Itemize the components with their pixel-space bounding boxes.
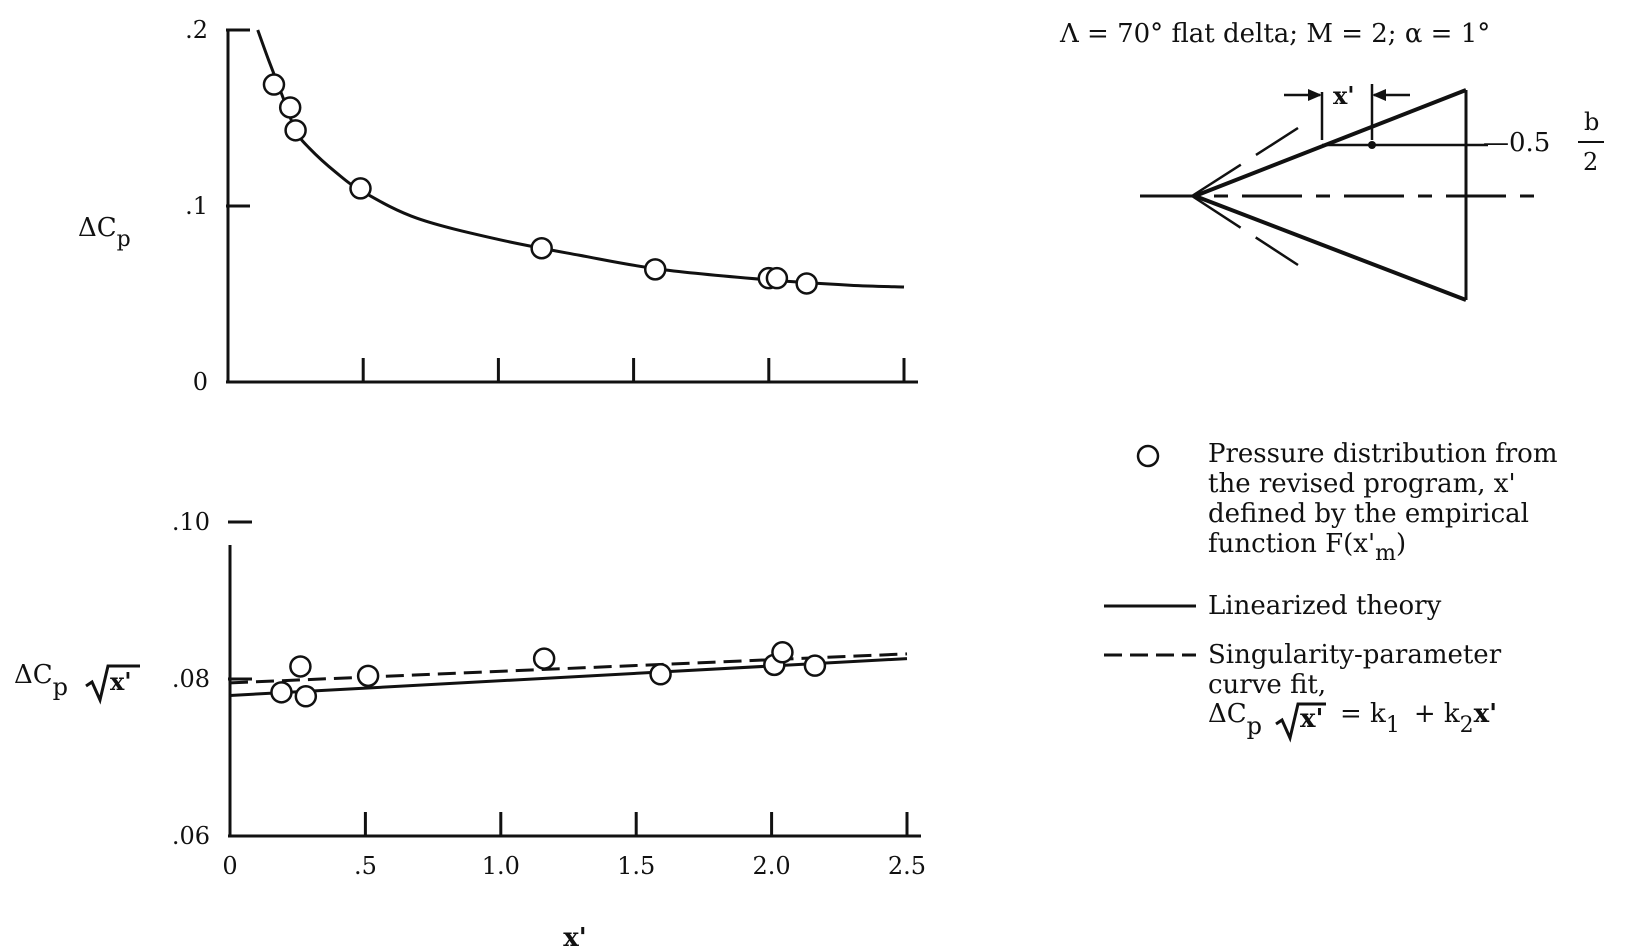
legend-dashed-line-2: curve fit, <box>1208 670 1326 700</box>
bottom-curve-solid <box>229 657 908 697</box>
x-prime-label: x' <box>1333 81 1355 110</box>
bottom-xtick-label: 0 <box>222 852 237 880</box>
bottom-data-point <box>270 681 293 704</box>
leading-edge-lower <box>1194 194 1467 302</box>
bottom-curve-dashed <box>229 652 908 685</box>
leading-edge-upper <box>1194 88 1467 198</box>
bottom-ytick-label: .06 <box>172 822 210 850</box>
bottom-data-point <box>289 655 312 678</box>
bottom-data-point <box>356 664 380 688</box>
legend-eq-main: ΔC <box>1208 699 1247 729</box>
svg-text:ΔCp: ΔCp <box>1208 699 1262 740</box>
top-chart: .2 .1 0 ΔCp <box>78 16 918 396</box>
top-y-label: ΔCp <box>78 213 131 252</box>
top-data-point <box>765 266 789 290</box>
mach-line-lower <box>1191 194 1299 267</box>
top-data-point <box>643 258 667 281</box>
top-data-point <box>262 73 286 96</box>
bottom-y-label: ΔCp x' <box>14 660 140 705</box>
span-station-point <box>1368 141 1376 149</box>
legend-circle-line-1: Pressure distribution from <box>1208 439 1558 469</box>
top-ytick-label: 0 <box>193 368 208 396</box>
bottom-y-label-main: ΔC <box>14 660 53 690</box>
top-data-point <box>284 119 307 142</box>
span-label: —0.5 <box>1483 128 1550 158</box>
bottom-xtick-label: 1.0 <box>482 852 520 880</box>
legend-circle-line-4-sub: m <box>1375 541 1396 566</box>
bottom-data-point <box>649 663 672 686</box>
top-data-point <box>278 96 302 119</box>
bottom-xtick-label: 2.5 <box>888 852 926 880</box>
legend-circle-line-2: the revised program, x' <box>1208 469 1516 499</box>
bottom-xtick-label: .5 <box>354 852 377 880</box>
mach-line-upper <box>1191 126 1299 198</box>
top-ytick-label: .2 <box>185 16 208 44</box>
bottom-xtick-label: 2.0 <box>753 852 791 880</box>
delta-wing-diagram: x' —0.5 b 2 <box>1140 81 1604 302</box>
bottom-data-point <box>803 654 827 677</box>
legend-equation: ΔCp x' = k1 + k2x' <box>1208 699 1497 743</box>
legend-circle-line-4: function F(x'm) <box>1208 529 1406 566</box>
bottom-y-label-sub: p <box>53 673 68 701</box>
svg-text:ΔCp: ΔCp <box>14 660 68 701</box>
x-prime-arrowhead-right <box>1372 89 1386 101</box>
legend-circle-line-4-close: ) <box>1396 529 1406 559</box>
legend-eq-rest-2: + k <box>1414 699 1460 729</box>
bottom-data-point <box>771 641 794 664</box>
bottom-chart: .10 .08 .06 0 .5 1.0 1.5 2.0 2.5 ΔCp x' x' <box>14 508 926 952</box>
svg-text:= k1+ k2x': = k1 + k2x' <box>1340 699 1497 738</box>
legend-eq-rest-1: = k <box>1340 699 1386 729</box>
span-fraction-denominator: 2 <box>1583 148 1598 176</box>
x-prime-arrowhead-left <box>1308 89 1322 101</box>
legend-eq-sub-1: 1 <box>1386 713 1400 738</box>
top-data-point <box>530 236 553 260</box>
bottom-ytick-label: .08 <box>172 665 210 693</box>
bottom-xtick-label: 1.5 <box>617 852 655 880</box>
legend-eq-sub-2: 2 <box>1460 713 1474 738</box>
top-y-label-sub: p <box>117 227 131 252</box>
bottom-y-label-radicand: x' <box>110 667 132 696</box>
top-curve-solid <box>256 29 905 289</box>
span-fraction-numerator: b <box>1584 108 1599 136</box>
bottom-x-label: x' <box>563 923 586 952</box>
top-data-point <box>795 272 818 295</box>
legend-circle-marker <box>1136 444 1160 468</box>
bottom-y-label-radical <box>85 664 140 705</box>
legend-circle-line-4-main: function F(x' <box>1208 529 1375 559</box>
top-y-label-main: ΔC <box>78 213 117 243</box>
legend-eq-rest-3: x' <box>1474 699 1497 729</box>
legend-linear-label: Linearized theory <box>1208 591 1442 621</box>
bottom-data-point <box>532 647 556 670</box>
legend-circle-line-3: defined by the empirical <box>1208 499 1529 529</box>
top-ytick-label: .1 <box>185 192 208 220</box>
legend: Pressure distribution from the revised p… <box>1104 439 1558 743</box>
top-data-point <box>349 177 372 200</box>
bottom-data-point <box>294 685 318 708</box>
legend-dashed-line-1: Singularity-parameter <box>1208 640 1502 670</box>
legend-eq-radical <box>1275 702 1326 743</box>
bottom-ytick-label: .10 <box>172 508 210 536</box>
legend-eq-radicand: x' <box>1300 704 1323 734</box>
legend-eq-sub-p: p <box>1247 712 1262 740</box>
figure-title: Λ = 70° flat delta; M = 2; α = 1° <box>1059 19 1490 49</box>
